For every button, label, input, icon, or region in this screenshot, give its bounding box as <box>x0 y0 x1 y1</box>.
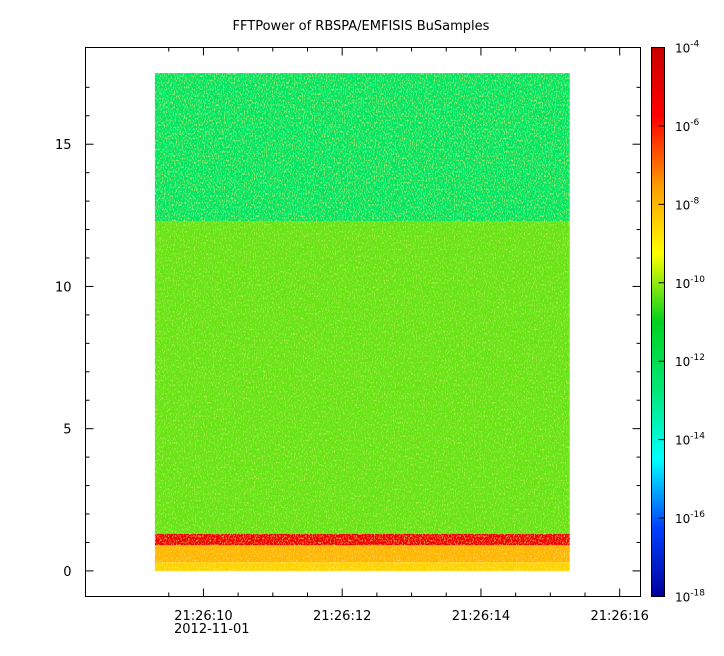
spectrogram-band-0 <box>154 73 570 222</box>
colorbar-tick-label: 10-8 <box>675 196 700 212</box>
x-axis: 21:26:10 21:26:12 21:26:14 21:26:16 <box>168 47 649 624</box>
colorbar-tick-label: 10-4 <box>675 40 700 56</box>
colorbar-tick-label: 10-16 <box>675 510 705 526</box>
x-tick-label: 21:26:12 <box>313 609 371 624</box>
colorbar-tick-label: 10-12 <box>675 353 705 369</box>
x-tick-label: 21:26:16 <box>590 609 648 624</box>
x-tick-label: 21:26:14 <box>452 609 510 624</box>
colorbar-tick-label: 10-6 <box>675 118 700 134</box>
spectrogram-image <box>154 73 570 571</box>
y-tick-label: 5 <box>63 423 71 438</box>
spectrogram-band-2 <box>154 533 570 546</box>
colorbar-tick-label: 10-10 <box>675 275 705 291</box>
spectrogram-band-3 <box>154 545 570 563</box>
y-tick-label: 15 <box>55 138 72 153</box>
colorbar <box>651 47 665 597</box>
spectrogram-band-1 <box>154 221 570 534</box>
spectrogram-band-4 <box>154 562 570 571</box>
y-tick-label: 10 <box>55 280 72 295</box>
colorbar-tick-label: 10-14 <box>675 432 705 448</box>
colorbar-axis: 10-4 10-6 10-8 10-10 10-12 10-14 10-16 10-18 <box>658 40 705 605</box>
x-tick-label: 21:26:10 <box>174 609 232 624</box>
colorbar-tick-label: 10-18 <box>675 589 705 605</box>
y-tick-label: 0 <box>63 565 71 580</box>
y-axis: 0 5 10 15 <box>55 86 641 580</box>
chart-title: FFTPower of RBSPA/EMFISIS BuSamples <box>233 19 490 34</box>
x-axis-date-label: 2012-11-01 <box>174 622 250 637</box>
